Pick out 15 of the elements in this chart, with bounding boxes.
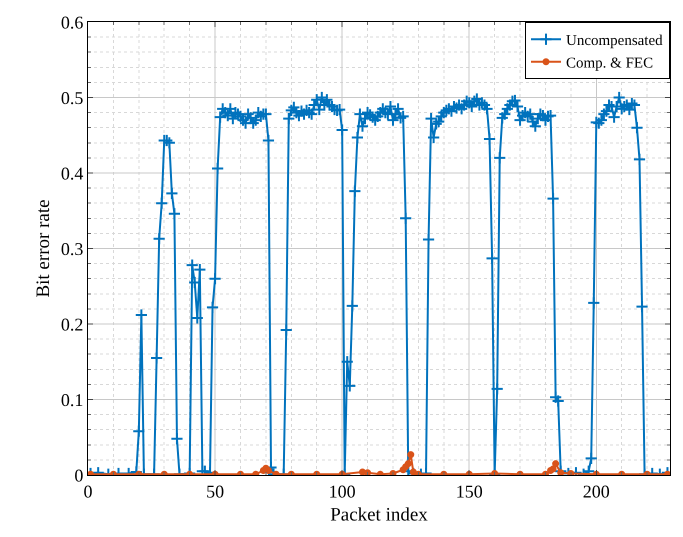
y-axis-title: Bit error rate [32, 199, 54, 298]
y-tick-label: 0.5 [60, 88, 84, 108]
y-tick-label: 0.4 [60, 163, 84, 184]
x-tick-label: 50 [206, 482, 224, 502]
y-tick-label: 0.6 [60, 12, 84, 32]
legend-label: Comp. & FEC [566, 56, 654, 72]
legend-label: Uncompensated [566, 33, 664, 50]
y-tick-label: 0 [74, 465, 84, 486]
x-tick-label: 150 [456, 482, 483, 502]
x-tick-label: 200 [582, 482, 610, 502]
x-axis-title: Packet index [330, 504, 428, 526]
x-tick-label: 100 [328, 482, 356, 502]
y-tick-label: 0.2 [60, 314, 84, 334]
y-tick-label: 0.3 [60, 238, 84, 259]
y-tick-label: 0.1 [60, 390, 84, 410]
